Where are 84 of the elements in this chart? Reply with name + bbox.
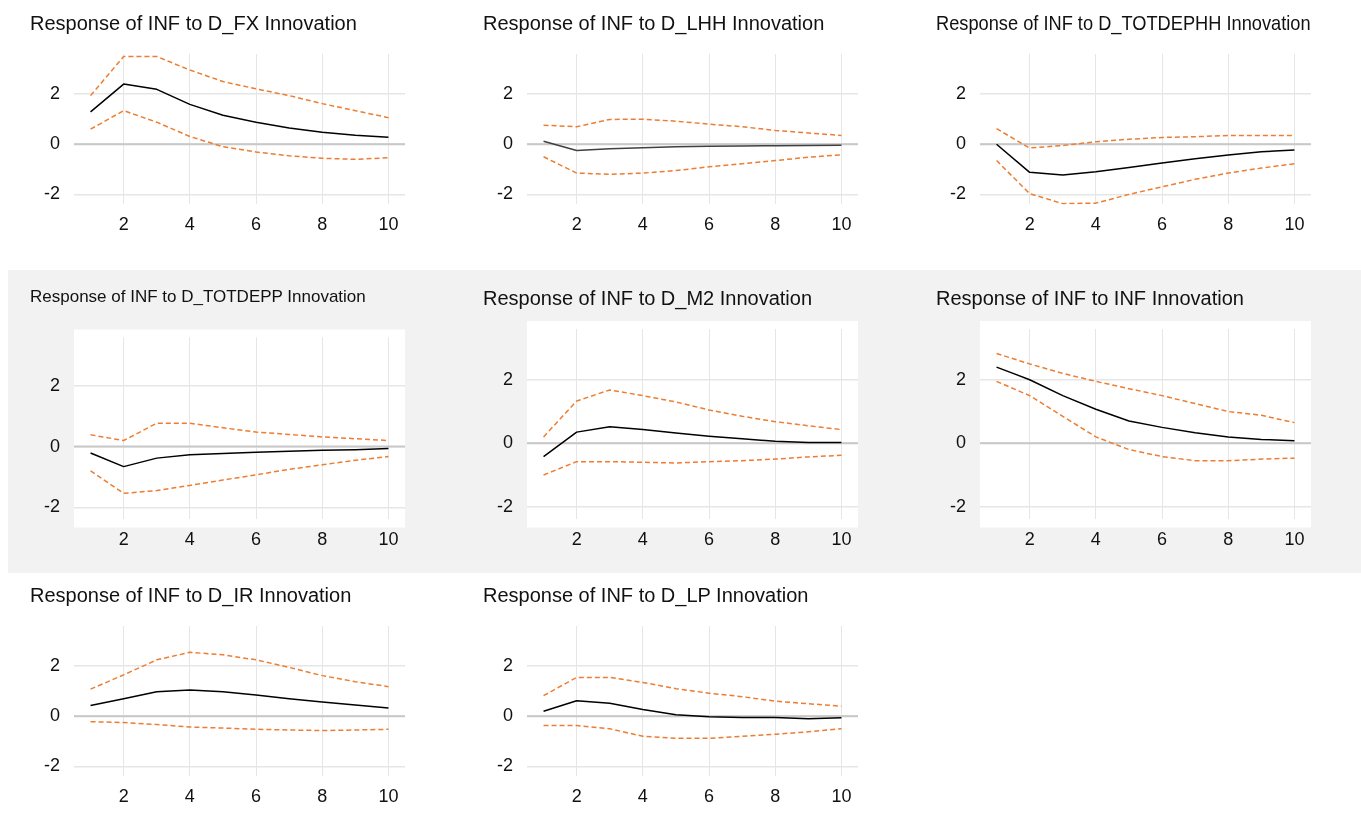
y-tick-label: 2 — [955, 83, 966, 104]
line-series — [995, 352, 1296, 424]
line-series — [89, 455, 390, 495]
y-tick-label: 2 — [49, 655, 60, 676]
x-tick-label: 6 — [704, 214, 715, 235]
y-tick-label: 0 — [49, 435, 60, 456]
y-tick-label: 2 — [502, 83, 513, 104]
x-tick-label: 10 — [378, 214, 399, 235]
x-tick-label: 4 — [1090, 214, 1101, 235]
chart-title: Response of INF to D_IR Innovation — [30, 583, 352, 607]
x-tick-label: 2 — [571, 529, 582, 550]
line-series — [89, 109, 390, 161]
x-tick-label: 10 — [831, 786, 852, 807]
y-tick-label: -2 — [496, 755, 513, 776]
x-tick-label: 8 — [317, 214, 328, 235]
line-series — [542, 454, 843, 476]
x-tick-label: 10 — [1284, 214, 1305, 235]
y-tick-label: 0 — [49, 133, 60, 154]
x-tick-label: 6 — [704, 786, 715, 807]
chart-title: Response of INF to INF Innovation — [936, 286, 1244, 309]
line-series — [542, 154, 843, 176]
y-tick-label: -2 — [43, 183, 60, 204]
x-tick-label: 10 — [378, 786, 399, 807]
x-tick-label: 10 — [378, 529, 399, 550]
x-tick-label: 8 — [1223, 529, 1234, 550]
y-tick-label: 0 — [502, 432, 513, 453]
x-tick-label: 10 — [831, 529, 852, 550]
y-tick-label: -2 — [496, 183, 513, 204]
y-tick-label: 2 — [502, 368, 513, 389]
x-tick-label: 4 — [184, 529, 195, 550]
x-tick-label: 8 — [317, 786, 328, 807]
x-tick-label: 2 — [118, 214, 129, 235]
line-series — [542, 724, 843, 740]
x-tick-label: 2 — [571, 214, 582, 235]
y-tick-label: 2 — [49, 83, 60, 104]
y-tick-label: -2 — [949, 183, 966, 204]
line-series — [89, 721, 390, 732]
y-tick-label: 2 — [955, 368, 966, 389]
y-tick-label: -2 — [43, 755, 60, 776]
y-tick-label: 0 — [955, 432, 966, 453]
y-tick-label: 0 — [502, 705, 513, 726]
y-tick-label: 0 — [49, 705, 60, 726]
x-tick-label: 6 — [1157, 529, 1168, 550]
x-tick-label: 8 — [317, 529, 328, 550]
x-tick-label: 2 — [1024, 214, 1035, 235]
chart-title: Response of INF to D_FX Innovation — [30, 11, 357, 35]
x-tick-label: 8 — [770, 529, 781, 550]
x-tick-label: 4 — [184, 786, 195, 807]
x-tick-label: 8 — [770, 214, 781, 235]
x-tick-label: 8 — [770, 786, 781, 807]
line-series — [995, 159, 1296, 205]
x-tick-label: 4 — [184, 214, 195, 235]
x-tick-label: 4 — [637, 786, 648, 807]
x-tick-label: 2 — [118, 529, 129, 550]
y-tick-label: 0 — [955, 133, 966, 154]
line-series — [89, 55, 390, 119]
chart-title: Response of INF to D_TOTDEPP Innovation — [30, 286, 366, 306]
x-tick-label: 6 — [704, 529, 715, 550]
x-tick-label: 6 — [251, 786, 262, 807]
y-tick-label: 2 — [502, 655, 513, 676]
x-tick-label: 10 — [1284, 529, 1305, 550]
y-tick-label: -2 — [496, 495, 513, 516]
y-tick-label: -2 — [949, 495, 966, 516]
y-tick-label: 2 — [49, 374, 60, 395]
x-tick-label: 4 — [637, 529, 648, 550]
x-tick-label: 8 — [1223, 214, 1234, 235]
x-tick-label: 6 — [251, 529, 262, 550]
x-tick-label: 4 — [1090, 529, 1101, 550]
x-tick-label: 6 — [1157, 214, 1168, 235]
chart-title: Response of INF to D_TOTDEPHH Innovation — [936, 11, 1311, 35]
line-series — [89, 651, 390, 690]
x-tick-label: 2 — [571, 786, 582, 807]
y-tick-label: 0 — [502, 133, 513, 154]
x-tick-label: 2 — [118, 786, 129, 807]
x-tick-label: 2 — [1024, 529, 1035, 550]
x-tick-label: 10 — [831, 214, 852, 235]
y-tick-label: -2 — [43, 496, 60, 517]
chart-title: Response of INF to D_M2 Innovation — [483, 286, 813, 310]
x-tick-label: 6 — [251, 214, 262, 235]
line-series — [542, 118, 843, 137]
line-series — [995, 380, 1296, 462]
chart-title: Response of INF to D_LHH Innovation — [483, 11, 825, 35]
chart-title: Response of INF to D_LP Innovation — [483, 583, 809, 607]
x-tick-label: 4 — [637, 214, 648, 235]
